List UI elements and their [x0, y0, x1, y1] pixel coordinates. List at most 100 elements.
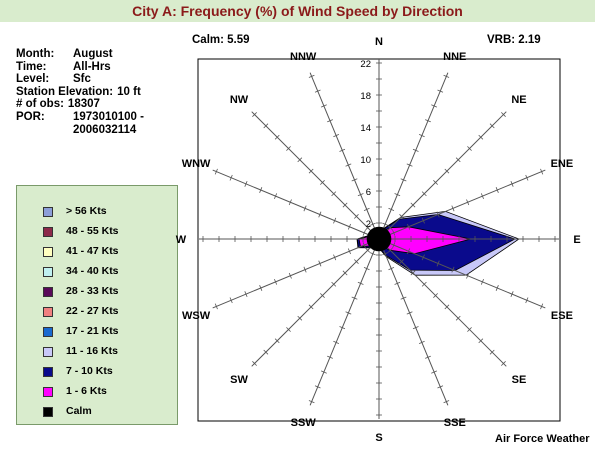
spoke-tick-ne [433, 180, 438, 185]
spoke-tick-ssw [357, 281, 364, 285]
meta-por-end: 2006032114 [16, 124, 176, 137]
spoke-tick-nne [443, 74, 450, 78]
spoke-tick-se [455, 315, 461, 321]
spoke-tick-sw [263, 349, 269, 355]
direction-label-nnw: NNW [290, 51, 317, 63]
spoke-tick-ne [489, 123, 495, 129]
chart-title: City A: Frequency (%) of Wind Speed by D… [0, 0, 595, 22]
spoke-tick-ene [421, 217, 425, 224]
spoke-tick-nne [437, 89, 444, 93]
meta-label: Time: [16, 60, 47, 73]
direction-label-n: N [375, 36, 383, 48]
meta-value: August [73, 48, 113, 60]
spoke-tick-wsw [303, 266, 307, 273]
spoke-ne [378, 111, 507, 240]
spoke-ene [378, 169, 546, 240]
spoke-tick-sse [431, 370, 438, 374]
meta-level: Level: Sfc [16, 73, 176, 86]
legend-swatch [43, 247, 53, 257]
spoke-tick-nnw [314, 89, 321, 93]
spoke-tick-sse [406, 311, 413, 315]
spoke-tick-ne [501, 112, 506, 117]
meta-month: Month: August [16, 48, 176, 61]
spoke-tick-se [433, 293, 438, 298]
spoke-tick-ene [407, 223, 411, 230]
spoke-tick-se [478, 338, 484, 344]
radial-tick-label: 22 [360, 59, 371, 70]
spoke-ese [378, 238, 546, 309]
meta-value: 10 ft [117, 85, 141, 98]
legend: > 56 Kts 48 - 55 Kts 41 - 47 Kts 34 - 40… [16, 185, 178, 425]
spoke-tick-ene [540, 168, 544, 175]
spoke-tick-ssw [333, 340, 340, 344]
spoke-tick-ene [525, 174, 529, 181]
spoke-tick-ne [467, 146, 472, 151]
spoke-tick-se [387, 247, 393, 253]
spoke-tick-ene [436, 211, 440, 218]
spoke-wsw [212, 238, 380, 309]
spoke-tick-se [444, 304, 450, 310]
legend-swatch [43, 367, 53, 377]
spoke-tick-ese [436, 260, 440, 267]
legend-label: 17 - 21 Kts [66, 325, 119, 337]
spoke-tick-nnw [357, 193, 364, 197]
radial-tick-label: 6 [366, 187, 371, 198]
spoke-tick-ene [392, 229, 396, 236]
direction-label-ene: ENE [551, 158, 574, 170]
legend-label: 7 - 10 Kts [66, 365, 113, 377]
spoke-tick-se [489, 349, 495, 355]
legend-label: 11 - 16 Kts [66, 345, 118, 357]
meta-label: Level: [16, 73, 50, 86]
spoke-tick-ssw [345, 311, 352, 315]
legend-label: 48 - 55 Kts [66, 225, 119, 237]
direction-labels: N NNE NE ENE E ESE SE SSE S SSW SW WSW W WNW NW NNW [176, 36, 581, 444]
meta-value: 2006032114 [73, 123, 137, 136]
spoke-tick-se [399, 259, 404, 264]
meta-value: All-Hrs [73, 60, 111, 73]
spoke-tick-se [467, 327, 472, 332]
spoke-tick-nw [252, 112, 257, 117]
spoke-tick-se [410, 270, 416, 276]
meta-label: # of obs: [16, 98, 64, 111]
spoke-tick-nw [365, 225, 371, 231]
spoke-tick-sw [252, 361, 257, 366]
meta-value: 1973010100 - [73, 110, 144, 123]
spoke-se [378, 238, 507, 367]
spoke-tick-wnw [288, 199, 292, 206]
spoke-tick-ne [455, 157, 461, 163]
spoke-tick-nnw [327, 119, 333, 123]
spoke-ssw [309, 238, 380, 406]
spoke-tick-ene [466, 199, 470, 206]
spoke-tick-sse [412, 326, 419, 330]
meta-time: Time: All-Hrs [16, 61, 176, 74]
spoke-tick-sw [320, 293, 325, 298]
spoke-tick-ne [410, 202, 416, 208]
legend-label: 34 - 40 Kts [66, 265, 119, 277]
spoke-tick-nnw [363, 207, 370, 211]
direction-label-wnw: WNW [182, 158, 211, 170]
spoke-tick-ssw [351, 296, 358, 300]
spoke-tick-nne [388, 207, 395, 211]
spoke-tick-nw [331, 191, 337, 197]
legend-label: 1 - 6 Kts [66, 385, 107, 397]
spoke-tick-sse [425, 355, 431, 359]
spoke-tick-ese [407, 248, 411, 255]
spoke-tick-sw [286, 327, 291, 332]
spoke-tick-nne [412, 148, 419, 152]
spoke-tick-se [421, 281, 427, 287]
legend-label: 41 - 47 Kts [66, 245, 119, 257]
credit-text: Air Force Weather [495, 433, 590, 445]
direction-label-se: SE [512, 374, 527, 386]
spoke-tick-sw [308, 304, 314, 310]
spoke-tick-sse [388, 267, 395, 271]
spoke-tick-wnw [333, 217, 337, 224]
radial-tick-label: 10 [360, 155, 371, 166]
direction-label-sw: SW [230, 374, 248, 386]
spoke-tick-sw [297, 315, 303, 321]
spoke-nw [251, 111, 380, 240]
spoke-tick-nw [320, 180, 325, 185]
spoke-tick-wsw [214, 303, 218, 310]
direction-label-nne: NNE [443, 51, 466, 63]
spoke-tick-ese [510, 291, 514, 298]
spoke-tick-nne [382, 222, 389, 226]
